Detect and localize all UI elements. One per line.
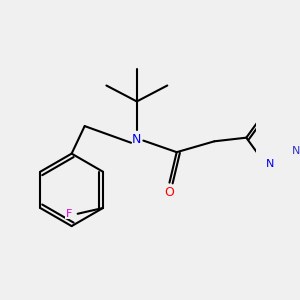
Text: N: N [132,133,142,146]
Text: O: O [164,185,174,199]
Text: N: N [266,159,274,169]
Text: N: N [292,146,300,156]
Text: F: F [66,209,72,219]
